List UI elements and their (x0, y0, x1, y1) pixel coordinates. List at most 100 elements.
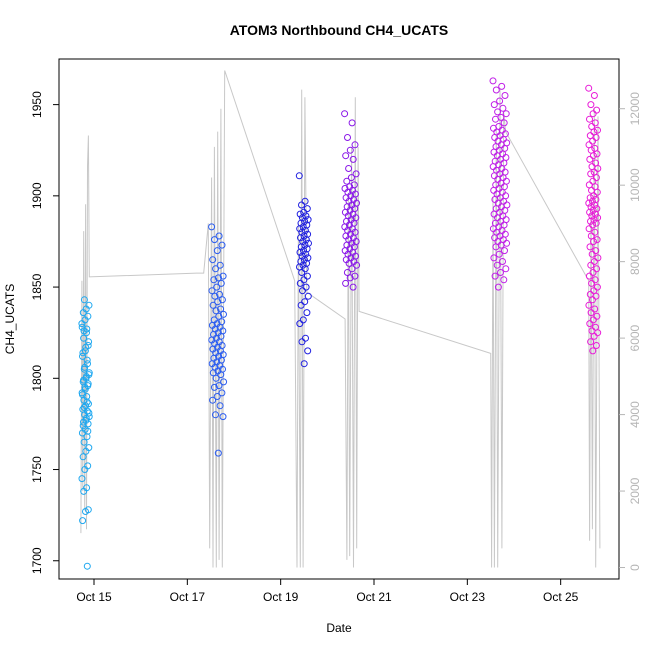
data-point (347, 174, 355, 182)
data-point (349, 155, 357, 163)
data-point (209, 301, 217, 309)
data-point (216, 402, 224, 410)
plot-frame (58, 58, 620, 580)
data-point (594, 254, 602, 262)
data-point (341, 110, 349, 118)
data-point (83, 398, 91, 406)
data-point (495, 250, 503, 258)
data-point (217, 305, 225, 313)
data-point (492, 115, 499, 123)
data-point (592, 219, 600, 227)
data-point (212, 307, 220, 315)
y-tick-label: 1750 (30, 456, 44, 483)
data-point (351, 141, 359, 149)
y2-tick-label: 6000 (628, 324, 642, 351)
y-axis-left: 1700 1750 1800 1850 1900 1950 (30, 91, 59, 574)
data-point (214, 449, 222, 457)
data-point (589, 221, 597, 229)
data-point (346, 274, 354, 282)
data-point (593, 283, 601, 291)
data-point (303, 205, 311, 213)
data-point (591, 276, 599, 284)
data-point (303, 309, 311, 317)
y-tick-label: 1850 (30, 273, 44, 300)
y-tick-label: 1700 (30, 547, 44, 574)
data-point (589, 110, 597, 118)
data-point (80, 334, 88, 342)
data-point (587, 309, 595, 317)
data-point (593, 106, 601, 114)
y2-tick-label: 2000 (628, 477, 642, 504)
data-point (492, 86, 500, 94)
x-tick-label: Oct 19 (263, 590, 299, 604)
data-point (494, 283, 502, 291)
data-point (211, 236, 218, 244)
data-point (589, 137, 597, 145)
data-point (212, 411, 219, 419)
data-point (588, 279, 596, 287)
data-point (79, 517, 87, 525)
data-point (593, 265, 601, 273)
data-point (352, 170, 360, 178)
x-axis-label: Date (326, 621, 352, 635)
data-point (494, 108, 502, 116)
data-point (593, 188, 601, 196)
y-tick-label: 1950 (30, 91, 44, 118)
y2-tick-label: 12000 (628, 92, 642, 126)
data-point (589, 347, 597, 355)
data-point (295, 172, 303, 180)
data-point (299, 261, 307, 269)
data-point (304, 292, 312, 300)
data-point (84, 420, 92, 428)
y-tick-label: 1800 (30, 365, 44, 392)
y2-tick-label: 8000 (628, 248, 642, 275)
data-point (80, 327, 88, 335)
x-tick-label: Oct 17 (170, 590, 206, 604)
data-point (585, 225, 593, 233)
data-point (343, 269, 351, 276)
data-point (296, 320, 304, 328)
data-point (81, 385, 89, 393)
data-point (215, 232, 223, 240)
data-point (594, 165, 602, 172)
data-point (83, 356, 91, 364)
y-axis-label: CH4_UCATS (3, 284, 17, 354)
data-point (80, 376, 88, 384)
data-point (212, 265, 220, 273)
data-point (297, 301, 305, 309)
x-tick-label: Oct 15 (76, 590, 112, 604)
data-point (585, 84, 593, 92)
data-point (210, 276, 218, 284)
data-point (211, 292, 219, 300)
data-point (214, 274, 222, 282)
data-point (302, 334, 309, 342)
data-point (592, 292, 600, 300)
data-point (210, 383, 218, 391)
data-point (591, 305, 599, 313)
data-point (343, 177, 351, 185)
y-tick-label: 1900 (30, 182, 44, 209)
data-point (83, 562, 91, 570)
scatter-series (78, 77, 602, 570)
data-point (590, 332, 598, 340)
data-point (81, 316, 89, 324)
data-point (589, 296, 596, 304)
data-point (302, 283, 310, 291)
data-point (215, 312, 223, 320)
data-point (586, 243, 594, 251)
x-tick-label: Oct 25 (543, 590, 579, 604)
data-point (351, 272, 359, 280)
data-point (501, 247, 508, 255)
data-point (84, 427, 92, 435)
data-point (78, 323, 86, 331)
data-point (588, 250, 596, 258)
data-point (220, 310, 227, 318)
data-point (84, 380, 92, 388)
data-point (585, 272, 593, 280)
data-point (592, 174, 600, 182)
data-point (499, 258, 506, 265)
data-point (590, 258, 598, 265)
data-point (215, 382, 223, 390)
line-series (80, 70, 601, 568)
data-point (592, 342, 600, 349)
